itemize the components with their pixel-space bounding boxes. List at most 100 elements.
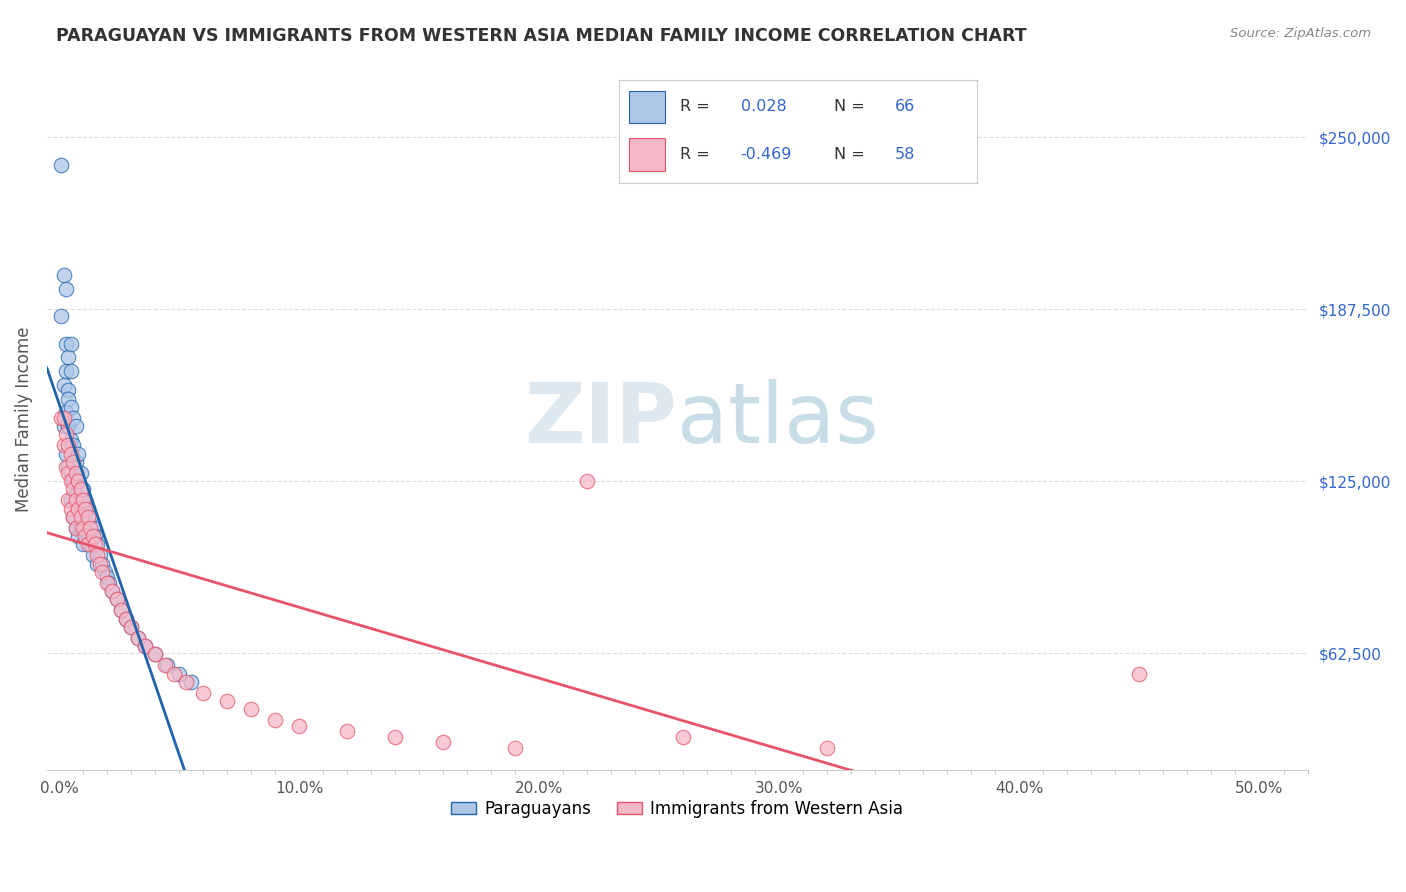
Point	[167, 666, 190, 681]
Point	[264, 714, 287, 728]
Point	[51, 410, 73, 425]
Point	[89, 557, 111, 571]
Point	[86, 549, 108, 563]
Point	[51, 158, 73, 172]
Point	[86, 537, 108, 551]
Point	[84, 529, 107, 543]
Point	[58, 438, 80, 452]
Point	[115, 612, 138, 626]
Point	[105, 592, 128, 607]
Point	[75, 493, 97, 508]
Point	[58, 460, 80, 475]
Point	[79, 510, 101, 524]
Point	[96, 570, 118, 584]
Text: -0.469: -0.469	[741, 146, 792, 161]
Point	[52, 268, 75, 282]
Point	[58, 419, 80, 434]
Point	[76, 529, 98, 543]
Point	[72, 521, 94, 535]
Point	[62, 410, 84, 425]
Point	[65, 488, 87, 502]
Point	[52, 438, 75, 452]
Point	[59, 447, 82, 461]
Point	[153, 658, 176, 673]
Point	[69, 466, 91, 480]
Point	[51, 309, 73, 323]
Point	[59, 474, 82, 488]
Point	[59, 336, 82, 351]
Text: 0.028: 0.028	[741, 99, 786, 114]
Point	[120, 620, 142, 634]
Point	[67, 474, 90, 488]
Point	[52, 410, 75, 425]
Point	[69, 510, 91, 524]
Point	[62, 455, 84, 469]
Point	[58, 384, 80, 398]
Point	[143, 648, 166, 662]
Point	[384, 730, 406, 744]
Text: ZIP: ZIP	[524, 379, 678, 459]
Point	[110, 603, 132, 617]
Point	[62, 510, 84, 524]
Point	[72, 493, 94, 508]
Point	[67, 529, 90, 543]
Point	[62, 510, 84, 524]
Point	[55, 364, 77, 378]
Point	[76, 510, 98, 524]
Point	[96, 576, 118, 591]
Text: R =: R =	[679, 146, 710, 161]
Point	[52, 419, 75, 434]
Point	[672, 730, 695, 744]
Point	[120, 620, 142, 634]
Point	[163, 666, 186, 681]
Point	[58, 351, 80, 365]
Point	[105, 592, 128, 607]
Point	[86, 557, 108, 571]
Bar	[630, 137, 665, 170]
Point	[65, 419, 87, 434]
Point	[59, 466, 82, 480]
Point	[55, 447, 77, 461]
Text: PARAGUAYAN VS IMMIGRANTS FROM WESTERN ASIA MEDIAN FAMILY INCOME CORRELATION CHAR: PARAGUAYAN VS IMMIGRANTS FROM WESTERN AS…	[56, 27, 1026, 45]
Point	[67, 501, 90, 516]
Point	[134, 639, 156, 653]
Point	[59, 493, 82, 508]
Point	[336, 724, 359, 739]
Point	[72, 483, 94, 497]
Point	[65, 466, 87, 480]
Point	[69, 493, 91, 508]
Text: Source: ZipAtlas.com: Source: ZipAtlas.com	[1230, 27, 1371, 40]
Point	[180, 675, 202, 690]
Point	[115, 612, 138, 626]
Point	[62, 483, 84, 497]
Point	[815, 741, 838, 756]
Point	[79, 521, 101, 535]
Legend: Paraguayans, Immigrants from Western Asia: Paraguayans, Immigrants from Western Asi…	[444, 794, 910, 825]
Text: N =: N =	[834, 146, 865, 161]
Point	[62, 474, 84, 488]
Point	[59, 433, 82, 447]
Point	[100, 584, 122, 599]
Point	[576, 474, 599, 488]
Point	[72, 510, 94, 524]
Point	[288, 719, 311, 733]
Point	[75, 501, 97, 516]
Point	[156, 658, 179, 673]
Point	[110, 603, 132, 617]
Point	[82, 549, 104, 563]
Point	[82, 529, 104, 543]
Point	[67, 474, 90, 488]
Point	[240, 702, 263, 716]
Point	[69, 483, 91, 497]
Point	[91, 565, 114, 579]
Point	[62, 438, 84, 452]
Bar	[630, 91, 665, 123]
Point	[67, 447, 90, 461]
Text: 66: 66	[894, 99, 915, 114]
Point	[55, 282, 77, 296]
Point	[174, 675, 197, 690]
Point	[55, 427, 77, 442]
Point	[55, 336, 77, 351]
Point	[65, 455, 87, 469]
Point	[76, 501, 98, 516]
